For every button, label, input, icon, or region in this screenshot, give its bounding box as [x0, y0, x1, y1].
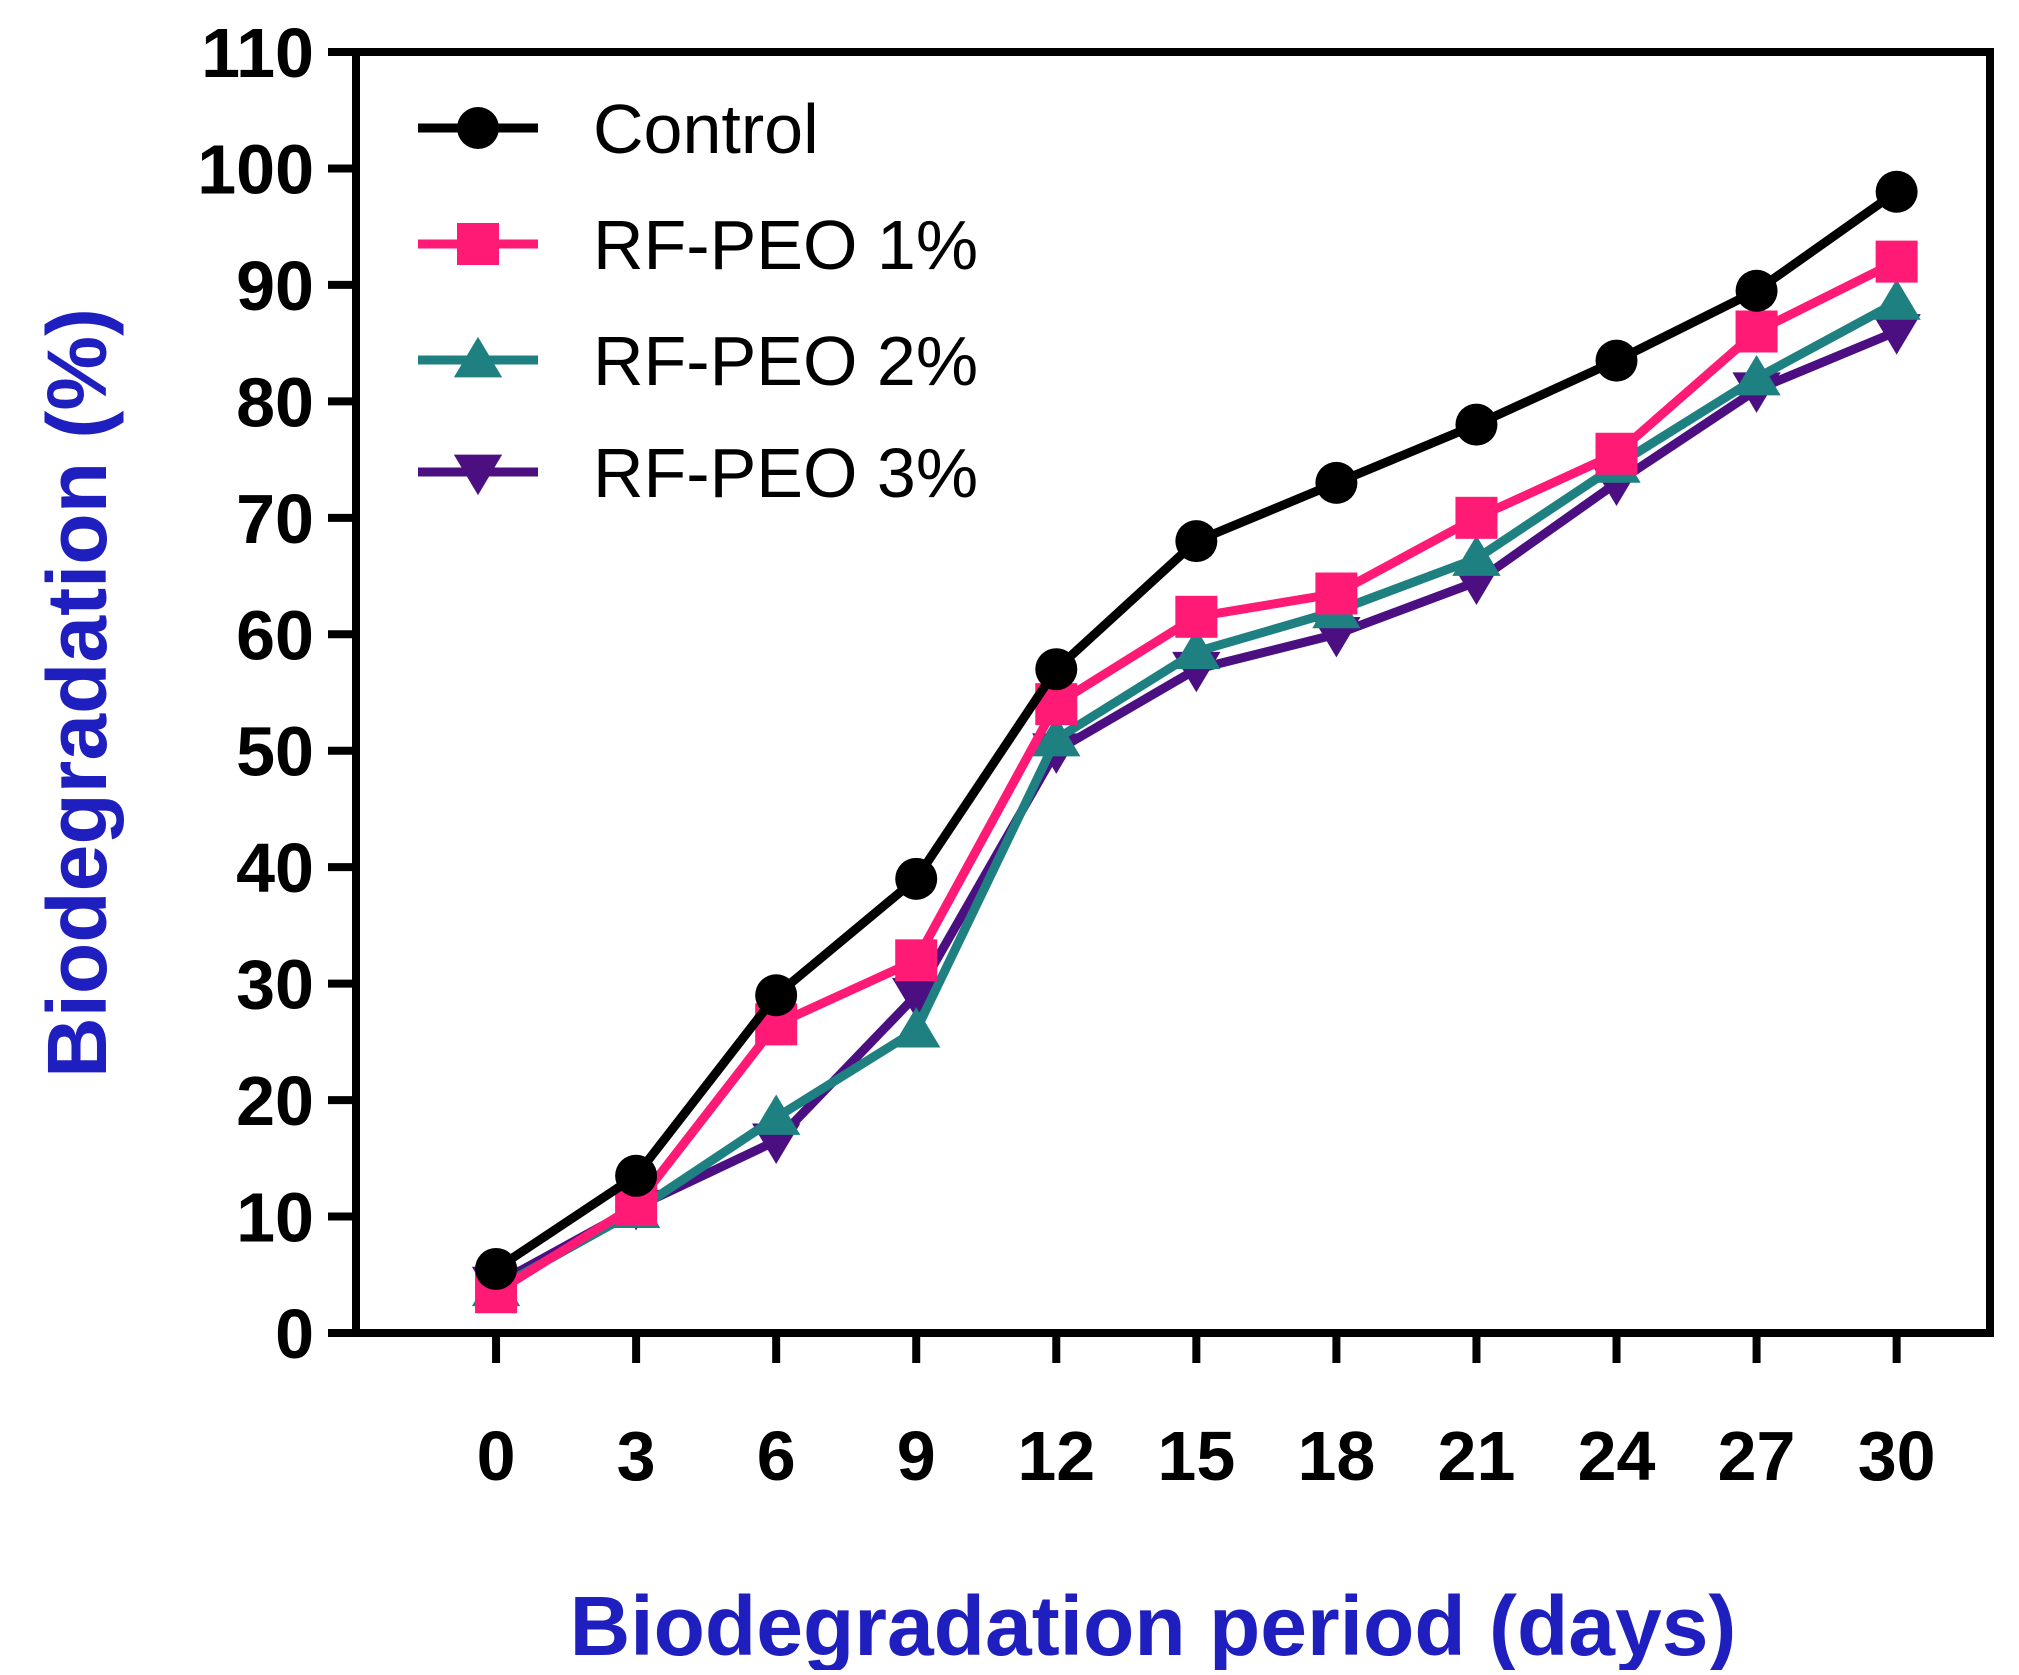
series-control: [475, 170, 1918, 1290]
data-point: [1735, 269, 1778, 312]
data-point: [1735, 310, 1778, 353]
data-point: [895, 939, 938, 982]
series-line: [493, 257, 1899, 1297]
x-tick-label: 6: [757, 1417, 796, 1495]
y-tick-label: 10: [236, 1179, 314, 1257]
data-point: [615, 1154, 658, 1197]
plot-frame: [352, 48, 1994, 1337]
data-point: [1875, 170, 1918, 213]
data-point: [1172, 628, 1221, 670]
y-tick-label: 50: [236, 713, 314, 791]
data-point: [1732, 354, 1781, 396]
y-tick-label: 30: [236, 946, 314, 1024]
legend-marker: [453, 336, 503, 378]
y-tick-label: 100: [197, 130, 314, 208]
data-point: [1315, 461, 1358, 504]
x-axis-title: Biodegradation period (days): [570, 1579, 1737, 1670]
x-tick-label: 24: [1578, 1417, 1656, 1495]
legend-label: RF-PEO 1%: [593, 206, 978, 284]
x-tick-label: 9: [897, 1417, 936, 1495]
x-tick-label: 15: [1157, 1417, 1235, 1495]
data-point: [1595, 432, 1638, 475]
x-tick-label: 3: [617, 1417, 656, 1495]
legend-item: Control: [418, 90, 819, 168]
legend-marker: [457, 107, 499, 149]
data-point: [895, 857, 938, 900]
legend-item: RF-PEO 1%: [418, 206, 978, 284]
y-tick-label: 20: [236, 1062, 314, 1140]
y-tick-label: 90: [236, 247, 314, 325]
legend: Control RF-PEO 1% RF-PEO 2% RF-PEO 3%: [418, 90, 978, 512]
series-rf-peo-1-: [475, 240, 1918, 1314]
legend-item: RF-PEO 3%: [418, 434, 978, 512]
data-point: [1872, 279, 1921, 320]
data-point: [1595, 339, 1638, 382]
y-tick-label: 70: [236, 480, 314, 558]
data-point: [1035, 648, 1078, 691]
legend-marker: [453, 454, 503, 496]
data-point: [1455, 496, 1498, 539]
x-tick-label: 21: [1438, 1417, 1516, 1495]
x-tick-label: 27: [1718, 1417, 1796, 1495]
data-point: [1175, 595, 1218, 638]
x-tick-label: 0: [477, 1417, 516, 1495]
series-layer: [471, 170, 1921, 1314]
y-tick-label: 0: [275, 1295, 314, 1373]
y-tick-label: 110: [201, 14, 314, 92]
legend-label: Control: [593, 90, 819, 168]
y-tick-label: 60: [236, 596, 314, 674]
data-point: [1872, 314, 1921, 355]
data-point: [752, 1094, 801, 1135]
x-tick-label: 30: [1858, 1417, 1936, 1495]
data-point: [892, 977, 941, 1019]
x-tick-label: 18: [1297, 1417, 1375, 1495]
legend-label: RF-PEO 3%: [593, 434, 978, 512]
data-point: [892, 1007, 941, 1048]
data-point: [475, 1247, 518, 1290]
x-tick-label: 12: [1017, 1417, 1095, 1495]
data-point: [1455, 403, 1498, 446]
axes: 0 10 20 30 40 50 60 70 80 90 100 110 0 3 6 9 12 15 18 21 24 2…: [197, 14, 1994, 1495]
legend-item: RF-PEO 2%: [418, 322, 978, 400]
legend-marker: [457, 223, 499, 265]
y-tick-label: 40: [236, 829, 314, 907]
data-point: [1032, 715, 1081, 757]
data-point: [755, 974, 798, 1017]
data-point: [1875, 240, 1918, 283]
y-tick-label: 80: [236, 363, 314, 441]
data-point: [1452, 535, 1501, 576]
data-point: [1175, 520, 1218, 563]
y-axis-title: Biodegradation (%): [30, 308, 124, 1078]
legend-label: RF-PEO 2%: [593, 322, 978, 400]
data-point: [1315, 572, 1358, 615]
